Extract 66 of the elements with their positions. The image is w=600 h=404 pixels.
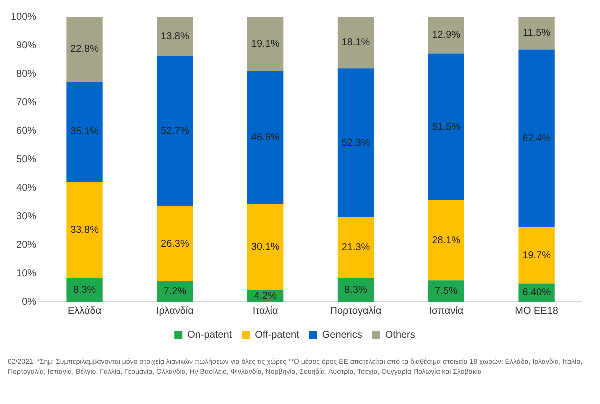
data-label: 21.3% — [342, 242, 370, 254]
x-tick-label: Πορτογαλία — [330, 306, 382, 317]
bar — [157, 56, 194, 207]
data-label: 51.5% — [432, 122, 461, 133]
y-tick-label: 50% — [16, 154, 37, 166]
legend-label: Others — [385, 330, 416, 341]
x-tick-label: ΜΟ ΕΕ18 — [515, 306, 559, 317]
bar — [248, 17, 284, 72]
x-tick-label: Ιταλία — [252, 306, 278, 317]
y-tick-label: 60% — [16, 126, 37, 137]
bar — [338, 17, 374, 69]
data-label: 46.6% — [251, 132, 280, 144]
bar — [428, 280, 464, 302]
data-label: 19.1% — [251, 38, 280, 50]
data-label: 28.1% — [432, 235, 461, 246]
bar — [338, 218, 374, 278]
data-label: 52.3% — [342, 138, 370, 149]
bar — [66, 82, 103, 182]
data-label: 26.3% — [161, 238, 190, 250]
bar — [157, 281, 194, 302]
data-label: 52.7% — [161, 126, 190, 138]
bar — [338, 68, 374, 218]
x-tick-label: Ελλάδα — [68, 306, 102, 317]
bar — [518, 50, 555, 228]
bar — [157, 17, 194, 56]
data-label: 33.8% — [70, 224, 100, 236]
y-tick-label: 40% — [16, 182, 37, 194]
legend-label: Off-patent — [255, 330, 300, 341]
data-label: 62.4% — [522, 133, 552, 144]
data-label: 6.40% — [522, 288, 552, 299]
bar — [518, 228, 555, 284]
bar — [428, 17, 464, 54]
bar — [66, 17, 103, 82]
y-tick-label: 10% — [16, 268, 37, 280]
legend-label: On-patent — [188, 330, 232, 341]
y-tick-label: 80% — [16, 68, 37, 80]
data-label: 7.2% — [164, 286, 187, 298]
x-tick-label: Ιρλανδία — [156, 306, 194, 317]
data-label: 13.8% — [161, 31, 190, 42]
x-tick-label: Ισπανία — [429, 306, 464, 317]
bar — [66, 182, 103, 278]
data-label: 8.3% — [73, 284, 96, 296]
bar — [518, 17, 555, 50]
data-label: 18.1% — [342, 38, 370, 49]
y-tick-label: 100% — [11, 12, 37, 23]
data-label: 4.2% — [254, 290, 278, 302]
data-label: 7.5% — [434, 286, 458, 298]
bar — [248, 71, 284, 204]
data-label: 35.1% — [70, 126, 100, 138]
data-label: 22.8% — [70, 44, 100, 56]
y-tick-label: 90% — [16, 40, 37, 52]
bar — [248, 204, 284, 290]
bar — [157, 206, 194, 282]
data-label: 30.1% — [251, 242, 280, 253]
y-tick-label: 0% — [22, 296, 37, 308]
data-label: 12.9% — [432, 30, 461, 42]
legend-label: Generics — [322, 330, 362, 341]
bar — [428, 54, 464, 201]
data-label: 8.3% — [344, 284, 368, 296]
data-label: 11.5% — [522, 28, 551, 40]
bar — [66, 278, 103, 302]
bar — [428, 200, 464, 281]
data-label: 19.7% — [522, 250, 552, 262]
y-tick-label: 70% — [16, 97, 37, 108]
y-tick-label: 30% — [16, 211, 37, 222]
y-tick-label: 20% — [16, 240, 37, 251]
